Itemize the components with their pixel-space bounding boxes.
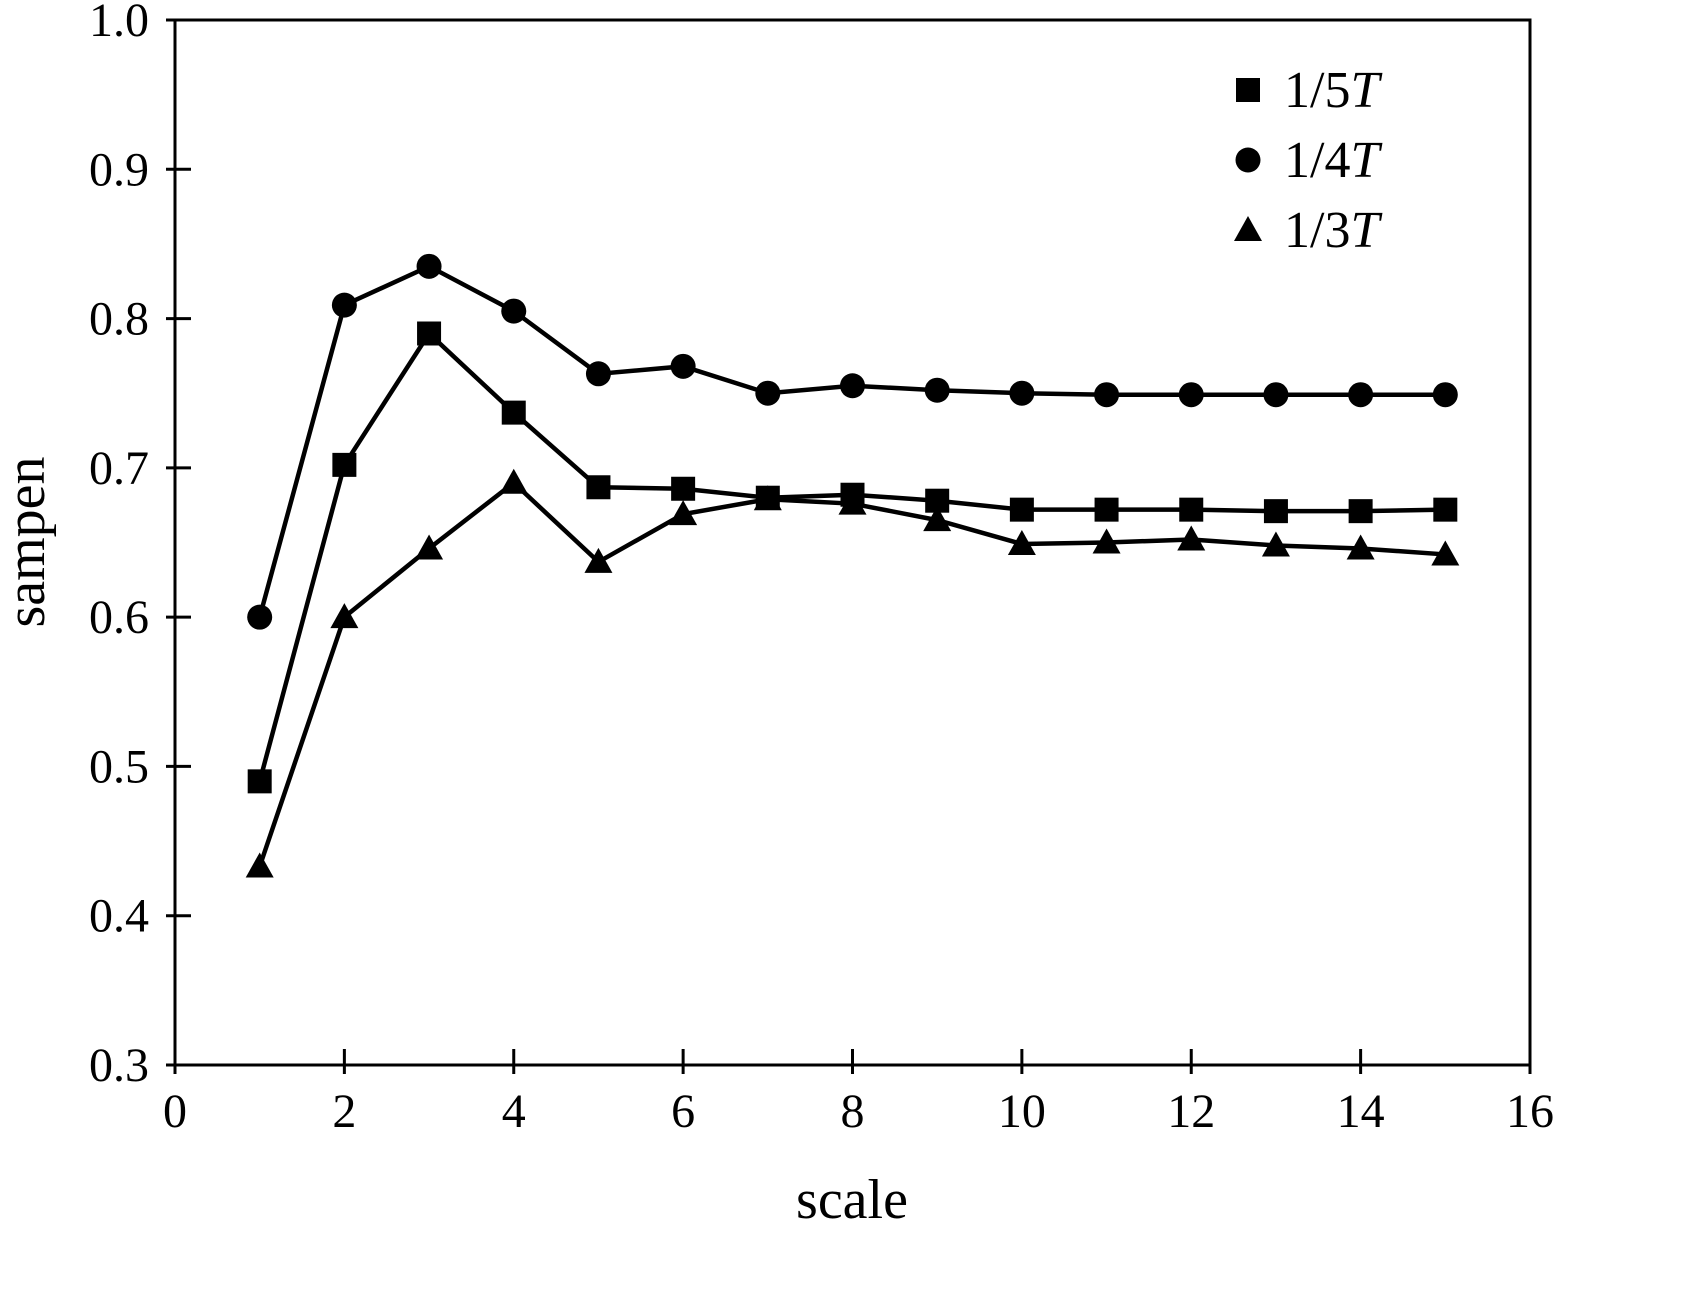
y-axis-label: sampen — [0, 456, 57, 627]
square-marker — [1236, 78, 1260, 102]
circle-marker — [416, 253, 442, 279]
triangle-marker — [584, 547, 613, 573]
circle-marker — [840, 373, 865, 399]
series-line — [257, 479, 1446, 868]
y-tick-label: 0.6 — [89, 591, 149, 644]
x-tick-label: 8 — [841, 1085, 865, 1138]
y-tick-label: 1.0 — [89, 0, 149, 47]
square-marker — [1263, 499, 1288, 524]
circle-marker — [1178, 382, 1204, 408]
legend-item: 1/5T — [1236, 62, 1382, 119]
triangle-marker — [1092, 528, 1121, 554]
square-marker — [332, 452, 357, 477]
x-tick-label: 14 — [1337, 1085, 1385, 1138]
triangle-marker — [1261, 531, 1290, 557]
square-marker — [1348, 499, 1373, 524]
legend-label: 1/3T — [1284, 202, 1382, 259]
triangle-marker — [1346, 534, 1375, 560]
circle-marker — [247, 604, 273, 630]
square-marker — [247, 769, 272, 794]
circle-marker — [1432, 382, 1458, 408]
circle-marker — [1235, 147, 1261, 173]
y-tick-label: 0.3 — [89, 1039, 149, 1092]
square-marker — [501, 400, 526, 425]
triangle-marker — [499, 468, 528, 494]
circle-marker — [1094, 382, 1120, 408]
y-tick-label: 0.8 — [89, 293, 149, 346]
legend-label: 1/5T — [1284, 62, 1382, 119]
x-tick-label: 10 — [998, 1085, 1046, 1138]
y-tick-label: 0.4 — [89, 890, 149, 943]
circle-marker — [755, 380, 781, 406]
x-tick-label: 6 — [671, 1085, 695, 1138]
square-marker — [417, 321, 442, 346]
x-tick-label: 12 — [1167, 1085, 1215, 1138]
x-tick-label: 4 — [502, 1085, 526, 1138]
triangle-marker — [1234, 216, 1262, 241]
circle-marker — [924, 377, 950, 403]
triangle-marker — [1431, 540, 1460, 566]
circle-marker — [670, 353, 696, 379]
legend-item: 1/4T — [1235, 132, 1382, 189]
square-marker — [1433, 497, 1458, 522]
circle-marker — [501, 298, 527, 324]
x-axis-label: scale — [796, 1169, 908, 1231]
circle-marker — [1263, 382, 1289, 408]
x-tick-label: 16 — [1506, 1085, 1554, 1138]
triangle-marker — [838, 489, 867, 515]
x-tick-label: 0 — [163, 1085, 187, 1138]
circle-marker — [331, 292, 357, 318]
circle-marker — [585, 361, 611, 387]
y-tick-label: 0.5 — [89, 740, 149, 793]
y-tick-label: 0.9 — [89, 143, 149, 196]
x-tick-label: 2 — [332, 1085, 356, 1138]
triangle-marker — [415, 534, 444, 560]
triangle-marker — [330, 603, 359, 629]
series-line — [257, 263, 1446, 618]
square-marker — [1009, 497, 1034, 522]
series-circle — [247, 253, 1458, 630]
triangle-marker — [1007, 529, 1036, 555]
triangle-marker — [923, 506, 952, 532]
plot-area: 0 2 4 6 8 10 12 14 16 0.3 0.4 0.5 0.6 0.7 0.8 0.9 1.0 1/5… — [89, 0, 1554, 1138]
triangle-marker — [1177, 525, 1206, 551]
square-marker — [1094, 497, 1119, 522]
square-marker — [1179, 497, 1204, 522]
square-marker — [586, 475, 611, 500]
circle-marker — [1009, 380, 1035, 406]
triangle-marker — [245, 852, 274, 878]
series-triangle — [245, 468, 1460, 878]
legend-item: 1/3T — [1234, 202, 1382, 259]
square-marker — [671, 476, 696, 501]
legend-label: 1/4T — [1284, 132, 1382, 189]
circle-marker — [1348, 382, 1374, 408]
y-tick-label: 0.7 — [89, 442, 149, 495]
triangle-marker — [753, 485, 782, 511]
triangle-marker — [669, 500, 698, 526]
